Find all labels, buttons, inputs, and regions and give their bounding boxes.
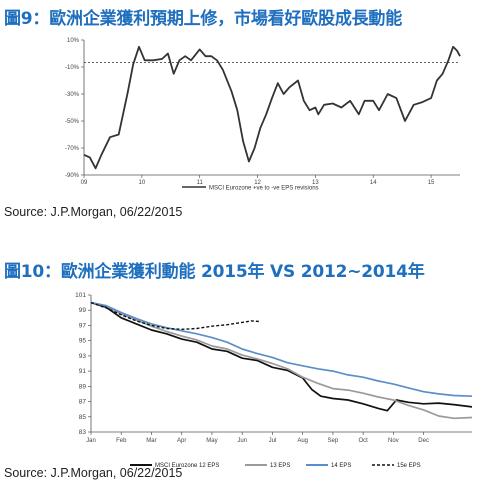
- chart1-y-tick-label: -50%: [65, 119, 80, 125]
- chart2-series-line: [90, 301, 261, 330]
- chart2-axes: [90, 295, 472, 433]
- chart1-y-tick-label: -90%: [65, 173, 80, 179]
- chart-eps-momentum: 101 99 97 95 93 91 89 87 85 83 Jan Feb Mar Apr May Jun…: [75, 292, 473, 469]
- chart-eps-revisions: 10% -10% -30% -50% -70% -90% 09 10 11 12 13 14 15 M…: [65, 38, 461, 192]
- chart2-x-ticks: Jan Feb Mar Apr May Jun Jul Aug Sep Oct Nov Dec: [86, 432, 429, 444]
- chart2-x-tick-label: Oct: [358, 438, 368, 444]
- chart1-series-line: [83, 45, 461, 170]
- chart1-y-ticks: 10% -10% -30% -50% -70% -90%: [65, 38, 84, 179]
- chart2-y-tick-label: 95: [79, 338, 87, 345]
- chart1-series-lines: [83, 45, 461, 170]
- legend-label-12eps: MSCI Eurozone 12 EPS: [155, 463, 219, 469]
- chart2-y-tick-label: 97: [79, 322, 87, 329]
- chart2-x-tick-label: Apr: [177, 438, 186, 444]
- chart1-x-tick-label: 09: [81, 180, 88, 186]
- figure9-source: Source: J.P.Morgan, 06/22/2015: [4, 205, 183, 219]
- chart2-x-tick-label: Jun: [237, 438, 247, 444]
- chart1-legend-label: MSCI Eurozone +ve to -ve EPS revisions: [209, 186, 319, 192]
- chart1-x-tick-label: 10: [139, 180, 146, 186]
- chart2-y-tick-label: 99: [79, 307, 87, 314]
- chart1-y-tick-label: -70%: [65, 146, 80, 152]
- chart2-legend: MSCI Eurozone 12 EPS 13 EPS 14 EPS 15e E…: [130, 463, 421, 469]
- chart2-x-tick-label: Sep: [328, 438, 339, 444]
- chart1-y-tick-label: -30%: [65, 92, 80, 98]
- chart2-x-tick-label: Jan: [86, 438, 96, 444]
- chart2-x-tick-label: May: [206, 438, 217, 444]
- legend-label-14eps: 14 EPS: [331, 463, 351, 469]
- chart2-y-ticks: 101 99 97 95 93 91 89 87 85 83: [75, 292, 91, 436]
- chart1-x-ticks: 09 10 11 12 13 14 15: [81, 175, 435, 186]
- figure10-source: Source: J.P.Morgan, 06/22/2015: [4, 466, 183, 480]
- chart2-series-line: [90, 301, 473, 398]
- chart2-x-tick-label: Nov: [388, 438, 399, 444]
- chart2-y-tick-label: 85: [79, 414, 87, 421]
- chart2-y-tick-label: 87: [79, 399, 87, 406]
- chart2-series-line: [90, 301, 473, 412]
- chart1-x-tick-label: 12: [254, 180, 261, 186]
- chart1-x-tick-label: 15: [428, 180, 435, 186]
- chart2-x-tick-label: Mar: [146, 438, 156, 444]
- chart1-x-tick-label: 14: [370, 180, 377, 186]
- chart1-y-tick-label: -10%: [65, 65, 80, 71]
- chart1-y-tick-label: 10%: [67, 38, 80, 44]
- legend-label-13eps: 13 EPS: [270, 463, 290, 469]
- figure10-title: 圖10：歐洲企業獲利動能 2015年 VS 2012~2014年: [4, 262, 425, 282]
- chart2-y-tick-label: 93: [79, 353, 87, 360]
- chart1-legend: MSCI Eurozone +ve to -ve EPS revisions: [182, 186, 319, 192]
- chart2-x-tick-label: Jul: [269, 438, 277, 444]
- legend-label-15eeps: 15e EPS: [397, 463, 421, 469]
- chart1-x-tick-label: 13: [312, 180, 319, 186]
- chart2-y-tick-label: 83: [79, 429, 87, 436]
- chart2-x-tick-label: Feb: [116, 438, 127, 444]
- chart2-series-lines: [90, 301, 473, 420]
- chart2-series-line: [90, 301, 473, 420]
- chart1-axes: [83, 40, 460, 176]
- chart2-y-tick-label: 101: [75, 292, 86, 299]
- chart2-x-tick-label: Aug: [297, 438, 308, 444]
- chart1-x-tick-label: 11: [197, 180, 204, 186]
- chart2-y-tick-label: 91: [79, 368, 87, 375]
- chart2-x-tick-label: Dec: [418, 438, 429, 444]
- chart2-y-tick-label: 89: [79, 383, 87, 390]
- figure9-title: 圖9：歐洲企業獲利預期上修，市場看好歐股成長動能: [4, 9, 403, 29]
